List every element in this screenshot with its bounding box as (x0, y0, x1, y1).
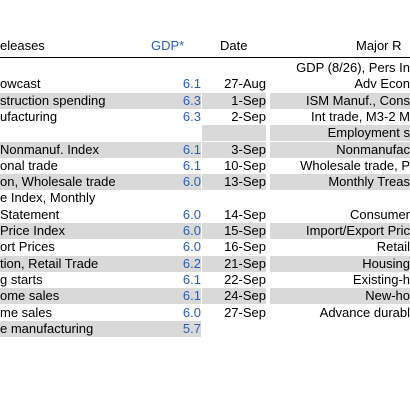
release-name-cell: ufacturing (0, 108, 58, 124)
major-release-cell: Nonmanufac (270, 141, 410, 158)
table-row: tion, Retail Trade 6.2 21-Sep Housing (0, 255, 410, 272)
gdp-estimate-cell: 6.1 (149, 288, 201, 305)
date-cell: 15-Sep (202, 223, 266, 239)
release-name-cell: e manufacturing (0, 320, 149, 337)
date-cell: 27-Aug (224, 76, 266, 92)
gdp-estimate-cell: 6.3 (149, 92, 201, 109)
date-cell (202, 190, 266, 206)
major-release-cell: Wholesale trade, P (300, 157, 410, 173)
header-major: Major R (356, 38, 402, 53)
date-cell: 24-Sep (202, 288, 266, 305)
gdp-estimate-cell: 6.0 (149, 223, 201, 239)
date-cell: 10-Sep (224, 157, 266, 173)
gdp-estimate-cell (149, 190, 201, 206)
major-release-cell (270, 190, 410, 206)
gdp-estimate-cell: 6.3 (182, 108, 201, 124)
gdp-estimate-cell: 6.0 (182, 239, 201, 255)
release-name-cell: Nonmanuf. Index (0, 141, 149, 158)
major-release-cell: Monthly Treas (270, 174, 410, 191)
major-release-cell: Retail (376, 239, 410, 255)
date-cell: 2-Sep (231, 108, 266, 124)
major-release-cell: Consumer (350, 206, 410, 222)
release-name-cell (0, 60, 149, 76)
table-row: ome sales 6.1 24-Sep New-ho (0, 288, 410, 305)
gdp-estimate-cell: 6.0 (149, 174, 201, 191)
date-cell: 3-Sep (202, 141, 266, 158)
table-row: me sales 6.0 27-Sep Advance durabl (0, 305, 410, 321)
table-row: Statement 6.0 14-Sep Consumer (0, 207, 410, 223)
table-row: onal trade 6.1 10-Sep Wholesale trade, P (0, 158, 410, 174)
date-cell (202, 125, 266, 142)
date-cell: 27-Sep (224, 304, 266, 320)
major-release-cell: ISM Manuf., Cons (270, 92, 410, 109)
table-row: Price Index 6.0 15-Sep Import/Export Pric (0, 223, 410, 239)
gdp-estimate-cell (149, 125, 201, 141)
major-release-cell: Housing (270, 255, 410, 272)
gdp-estimate-cell: 6.1 (182, 76, 201, 92)
date-cell: 22-Sep (224, 271, 266, 287)
header-gdp: GDP* (151, 38, 185, 53)
release-name-cell (0, 125, 149, 141)
gdp-estimate-cell: 6.0 (182, 304, 201, 320)
table-row: g starts 6.1 22-Sep Existing-h (0, 272, 410, 288)
date-cell (202, 321, 266, 337)
release-name-cell: Statement (0, 206, 60, 222)
gdp-estimate-cell (149, 60, 201, 76)
date-cell (202, 60, 266, 76)
release-name-cell: struction spending (0, 92, 149, 109)
date-cell: 1-Sep (202, 92, 266, 109)
date-cell: 16-Sep (224, 239, 266, 255)
table-row: on, Wholesale trade 6.0 13-Sep Monthly Trea… (0, 174, 410, 191)
date-cell: 13-Sep (202, 174, 266, 191)
gdp-estimate-cell: 5.7 (149, 320, 201, 337)
release-name-cell: Price Index (0, 223, 149, 239)
header-rule (0, 57, 410, 58)
release-name-cell: g starts (0, 271, 43, 287)
table-row: ort Prices 6.0 16-Sep Retail (0, 239, 410, 255)
header-date: Date (220, 38, 248, 53)
header-releases: eleases (0, 38, 45, 53)
major-release-cell: New-ho (270, 288, 410, 305)
release-name-cell: ome sales (0, 288, 149, 305)
release-name-cell: me sales (0, 304, 53, 320)
major-release-cell: Existing-h (352, 271, 410, 287)
release-name-cell: tion, Retail Trade (0, 255, 149, 272)
date-cell: 21-Sep (202, 255, 266, 272)
gdp-estimate-cell: 6.1 (182, 271, 201, 287)
table-row: owcast 6.1 27-Aug Adv Econ (0, 76, 410, 92)
table-row: GDP (8/26), Pers In (0, 60, 410, 76)
major-release-cell (270, 321, 410, 337)
major-release-cell: Advance durabl (319, 304, 410, 320)
table-header: eleases GDP* Date Major R (0, 38, 410, 56)
table-row: Employment s (0, 125, 410, 142)
table-row: e Index, Monthly (0, 190, 410, 206)
major-release-cell: Import/Export Pric (270, 223, 410, 239)
table-row: e manufacturing 5.7 (0, 320, 410, 337)
gdp-estimate-cell: 6.2 (149, 255, 201, 272)
release-name-cell: onal trade (0, 157, 58, 173)
table-row: ufacturing 6.3 2-Sep Int trade, M3-2 M (0, 109, 410, 125)
gdp-estimate-cell: 6.1 (149, 141, 201, 158)
major-release-cell: Adv Econ (354, 76, 410, 92)
major-release-cell: Int trade, M3-2 M (311, 108, 410, 124)
major-release-cell: GDP (8/26), Pers In (296, 60, 410, 75)
gdp-estimate-cell: 6.0 (182, 206, 201, 222)
release-name-cell: on, Wholesale trade (0, 174, 149, 191)
release-name-cell: ort Prices (0, 239, 55, 255)
major-release-cell: Employment s (270, 125, 410, 142)
gdp-estimate-cell: 6.1 (182, 157, 201, 173)
release-name-cell: owcast (0, 76, 41, 92)
table-row: Nonmanuf. Index 6.1 3-Sep Nonmanufac (0, 141, 410, 158)
date-cell: 14-Sep (224, 206, 266, 222)
table-row: struction spending 6.3 1-Sep ISM Manuf., Co… (0, 92, 410, 109)
release-name-cell: e Index, Monthly (0, 190, 96, 206)
